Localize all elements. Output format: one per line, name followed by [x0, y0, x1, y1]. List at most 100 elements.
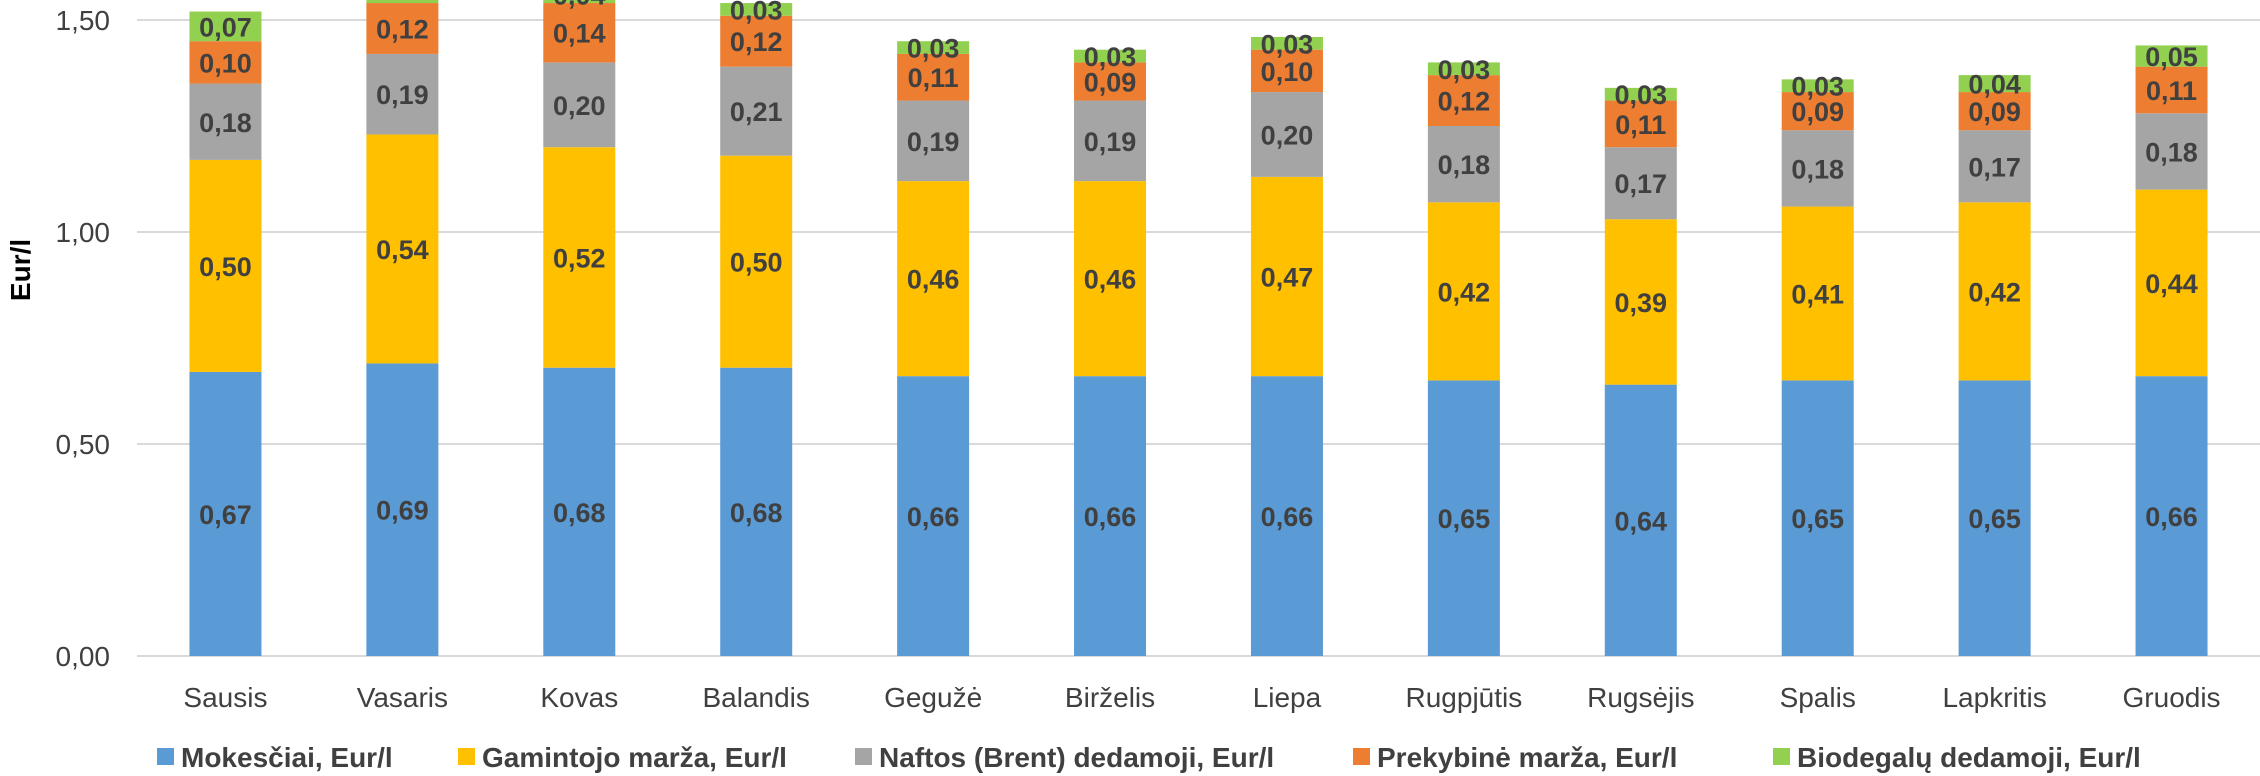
data-label: 0,18 — [2145, 137, 2198, 167]
data-label: 0,18 — [199, 108, 252, 138]
bar-segment — [897, 100, 970, 182]
data-label: 0,12 — [1438, 87, 1491, 117]
bar-segment — [189, 83, 262, 160]
bar-segment — [189, 371, 262, 656]
bar-segment — [1250, 36, 1323, 50]
data-label: 0,66 — [907, 502, 960, 532]
legend-swatch — [855, 748, 872, 765]
bar-segment — [1958, 75, 2031, 93]
data-label: 0,21 — [730, 97, 783, 127]
data-label: 0,03 — [730, 0, 783, 25]
bar-segment — [1781, 380, 1854, 656]
data-label: 0,65 — [1791, 504, 1844, 534]
x-category-label: Rugpjūtis — [1406, 682, 1523, 713]
data-label: 0,42 — [1438, 277, 1491, 307]
data-label: 0,39 — [1615, 288, 1668, 318]
bars — [189, 0, 2208, 656]
data-label: 0,50 — [199, 252, 252, 282]
legend-label: Biodegalų dedamoji, Eur/l — [1797, 742, 2141, 773]
bar-segment — [720, 3, 793, 16]
data-label: 0,41 — [1791, 279, 1844, 309]
data-label: 0,20 — [1261, 120, 1314, 150]
bar-segment — [189, 41, 262, 84]
bar-segment — [1250, 49, 1323, 93]
bar-segment — [189, 11, 262, 42]
bar-segment — [1604, 100, 1677, 148]
bar-segment — [366, 0, 439, 4]
legend-swatch — [458, 748, 475, 765]
data-label: 0,68 — [553, 498, 606, 528]
bar-segment — [897, 41, 970, 54]
data-label: 0,46 — [1084, 265, 1137, 295]
data-label: 0,44 — [2145, 269, 2198, 299]
x-category-label: Gegužė — [884, 682, 982, 713]
bar-segment — [1958, 92, 2031, 131]
bar-segment — [720, 66, 793, 156]
data-label: 0,07 — [199, 12, 252, 42]
bar-segment — [1781, 79, 1854, 93]
bar-segment — [2135, 66, 2208, 114]
data-label: 0,65 — [1438, 504, 1491, 534]
x-category-label: Gruodis — [2123, 682, 2221, 713]
bar-segment — [1250, 92, 1323, 177]
bar-segment — [1074, 376, 1147, 656]
y-tick-label: 1,50 — [56, 5, 111, 36]
bar-segment — [1427, 202, 1500, 381]
data-label: 0,19 — [376, 80, 429, 110]
data-label: 0,42 — [1968, 277, 2021, 307]
data-label: 0,03 — [1615, 80, 1668, 110]
y-tick-label: 0,50 — [56, 429, 111, 460]
x-category-label: Kovas — [540, 682, 618, 713]
bar-segment — [720, 155, 793, 368]
legend-swatch — [1353, 748, 1370, 765]
bar-segment — [1604, 87, 1677, 101]
bar-segment — [897, 53, 970, 101]
data-label: 0,19 — [1084, 127, 1137, 157]
data-label: 0,65 — [1968, 504, 2021, 534]
x-category-label: Sausis — [183, 682, 267, 713]
bar-segment — [1427, 380, 1500, 656]
legend-label: Mokesčiai, Eur/l — [181, 742, 393, 773]
data-label: 0,05 — [2145, 42, 2198, 72]
data-labels: 0,67 0,50 0,18 0,10 0,07 0,69 0,54 0,19 0,12 0,68… — [199, 0, 2198, 536]
data-label: 0,68 — [730, 498, 783, 528]
data-label: 0,03 — [1261, 29, 1314, 59]
data-label: 0,47 — [1261, 263, 1314, 293]
data-label: 0,64 — [1615, 506, 1668, 536]
data-label: 0,18 — [1438, 150, 1491, 180]
data-label: 0,14 — [553, 19, 606, 49]
data-label: 0,11 — [2146, 76, 2197, 106]
data-label: 0,12 — [376, 14, 429, 44]
legend-label: Gamintojo marža, Eur/l — [482, 742, 787, 773]
y-tick-label: 0,00 — [56, 641, 111, 672]
data-label: 0,67 — [199, 500, 252, 530]
bar-segment — [2135, 45, 2208, 67]
x-category-label: Birželis — [1065, 682, 1155, 713]
bar-segment — [1958, 380, 2031, 656]
y-axis-title: Eur/l — [5, 239, 36, 301]
bar-segment — [543, 62, 616, 148]
data-label: 0,50 — [730, 248, 783, 278]
data-label: 0,20 — [553, 91, 606, 121]
data-label: 0,18 — [1791, 154, 1844, 184]
bar-segment — [897, 376, 970, 656]
data-label: 0,04 — [1968, 70, 2021, 100]
data-label: 0,10 — [1261, 57, 1314, 87]
data-label: 0,11 — [1615, 110, 1666, 140]
bar-segment — [1427, 126, 1500, 203]
legend-label: Naftos (Brent) dedamoji, Eur/l — [879, 742, 1274, 773]
bar-segment — [366, 3, 439, 54]
bar-segment — [1427, 62, 1500, 76]
data-label: 0,03 — [907, 34, 960, 64]
data-label: 0,17 — [1968, 152, 2021, 182]
data-label: 0,03 — [1084, 42, 1137, 72]
bar-segment — [1074, 100, 1147, 182]
bar-segment — [1604, 384, 1677, 656]
data-label: 0,09 — [1791, 97, 1844, 127]
legend-swatch — [1773, 748, 1790, 765]
bar-segment — [1604, 219, 1677, 385]
x-category-label: Balandis — [703, 682, 810, 713]
bar-segment — [366, 53, 439, 135]
data-label: 0,66 — [1084, 502, 1137, 532]
data-label: 0,69 — [376, 496, 429, 526]
